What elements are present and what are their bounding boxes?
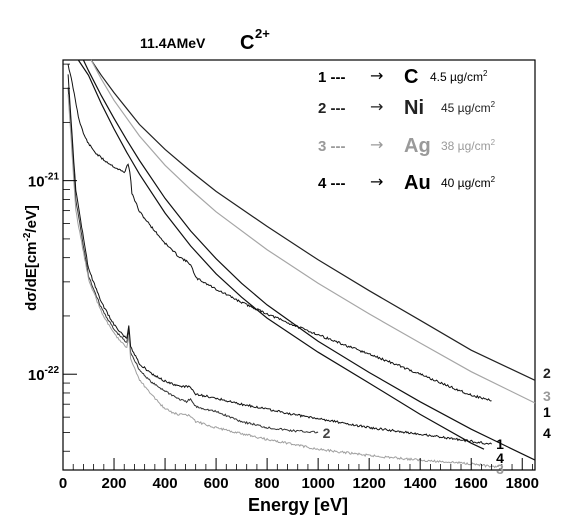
x-tick-label: 200 bbox=[102, 475, 127, 492]
y-axis-label: dσ/dE[cm-2/eV] bbox=[22, 205, 40, 311]
x-tick-label: 1400 bbox=[404, 475, 437, 492]
legend-arrow-icon: → bbox=[370, 66, 383, 85]
theory-curve-1 bbox=[77, 59, 485, 450]
theory-curve-4 bbox=[82, 59, 536, 461]
legend-target: Ni bbox=[404, 97, 424, 119]
y-axis-label-sup: -2 bbox=[22, 232, 33, 241]
measured-end-label-2: 2 bbox=[323, 425, 331, 441]
legend-number: 3 --- bbox=[318, 138, 346, 155]
svg-text:dσ/dE[cm-2/eV]: dσ/dE[cm-2/eV] bbox=[22, 205, 40, 311]
legend-arrow-icon: → bbox=[370, 135, 383, 154]
y-axis-label-base: dσ/dE[cm bbox=[23, 241, 40, 310]
measured-spectrum-2 bbox=[67, 87, 319, 434]
x-tick-label: 1600 bbox=[455, 475, 488, 492]
y-tick-label: 10-21 bbox=[28, 172, 60, 191]
legend-number: 2 --- bbox=[318, 100, 346, 117]
theory-end-label-2: 2 bbox=[543, 365, 551, 381]
y-axis-ticks: 10-21 10-22 bbox=[28, 63, 77, 452]
legend-thickness: 45 µg/cm2 bbox=[441, 100, 496, 115]
measured-spectra bbox=[67, 64, 498, 469]
x-tick-label: 400 bbox=[153, 475, 178, 492]
legend-entry-3: 3 --- → Ag 38 µg/cm2 bbox=[318, 135, 496, 157]
legend: 1 --- → C 4.5 µg/cm2 2 --- → Ni 45 µg/cm2 3 --- →… bbox=[318, 66, 496, 194]
chart-title-charge: 2+ bbox=[255, 26, 270, 41]
y-tick-label: 10-22 bbox=[28, 365, 60, 384]
theory-end-label-1: 1 bbox=[543, 404, 551, 420]
x-tick-label: 600 bbox=[204, 475, 229, 492]
theory-end-label-4: 4 bbox=[543, 425, 551, 441]
measured-end-label-4: 4 bbox=[496, 450, 504, 466]
legend-arrow-icon: → bbox=[370, 172, 383, 191]
measured-spectrum-1 bbox=[67, 64, 492, 402]
theory-end-label-3: 3 bbox=[543, 388, 551, 404]
legend-number: 1 --- bbox=[318, 69, 346, 86]
theory-curve-3 bbox=[90, 59, 536, 404]
x-axis-ticks: 0 200 400 600 800 1000 1200 1400 1600 1800 bbox=[59, 458, 539, 492]
theory-curve-2 bbox=[90, 59, 536, 381]
legend-number: 4 --- bbox=[318, 175, 346, 192]
legend-thickness: 4.5 µg/cm2 bbox=[430, 69, 488, 84]
theory-curves bbox=[77, 59, 536, 461]
legend-entry-1: 1 --- → C 4.5 µg/cm2 bbox=[318, 66, 488, 88]
x-tick-label: 1200 bbox=[352, 475, 385, 492]
legend-thickness: 40 µg/cm2 bbox=[441, 175, 496, 190]
x-tick-label: 0 bbox=[59, 475, 67, 492]
legend-target: Ag bbox=[404, 135, 431, 157]
measured-spectrum-4 bbox=[67, 74, 492, 445]
legend-arrow-icon: → bbox=[370, 97, 383, 116]
chart-title-ion: C bbox=[240, 32, 254, 54]
x-tick-label: 800 bbox=[255, 475, 280, 492]
legend-entry-2: 2 --- → Ni 45 µg/cm2 bbox=[318, 97, 496, 119]
y-axis-label-tail: /eV] bbox=[23, 205, 40, 233]
measured-spectrum-3 bbox=[67, 94, 498, 469]
x-tick-label: 1800 bbox=[506, 475, 539, 492]
legend-target: Au bbox=[404, 172, 431, 194]
plot-area bbox=[62, 59, 536, 471]
chart-title-beam: 11.4AMeV bbox=[140, 35, 206, 51]
legend-thickness: 38 µg/cm2 bbox=[441, 138, 496, 153]
x-tick-label: 1000 bbox=[301, 475, 334, 492]
x-axis-label: Energy [eV] bbox=[248, 495, 348, 515]
measured-end-label-1: 1 bbox=[496, 436, 504, 452]
legend-entry-4: 4 --- → Au 40 µg/cm2 bbox=[318, 172, 496, 194]
legend-target: C bbox=[404, 66, 418, 88]
measured-end-label-3: 3 bbox=[496, 461, 504, 477]
